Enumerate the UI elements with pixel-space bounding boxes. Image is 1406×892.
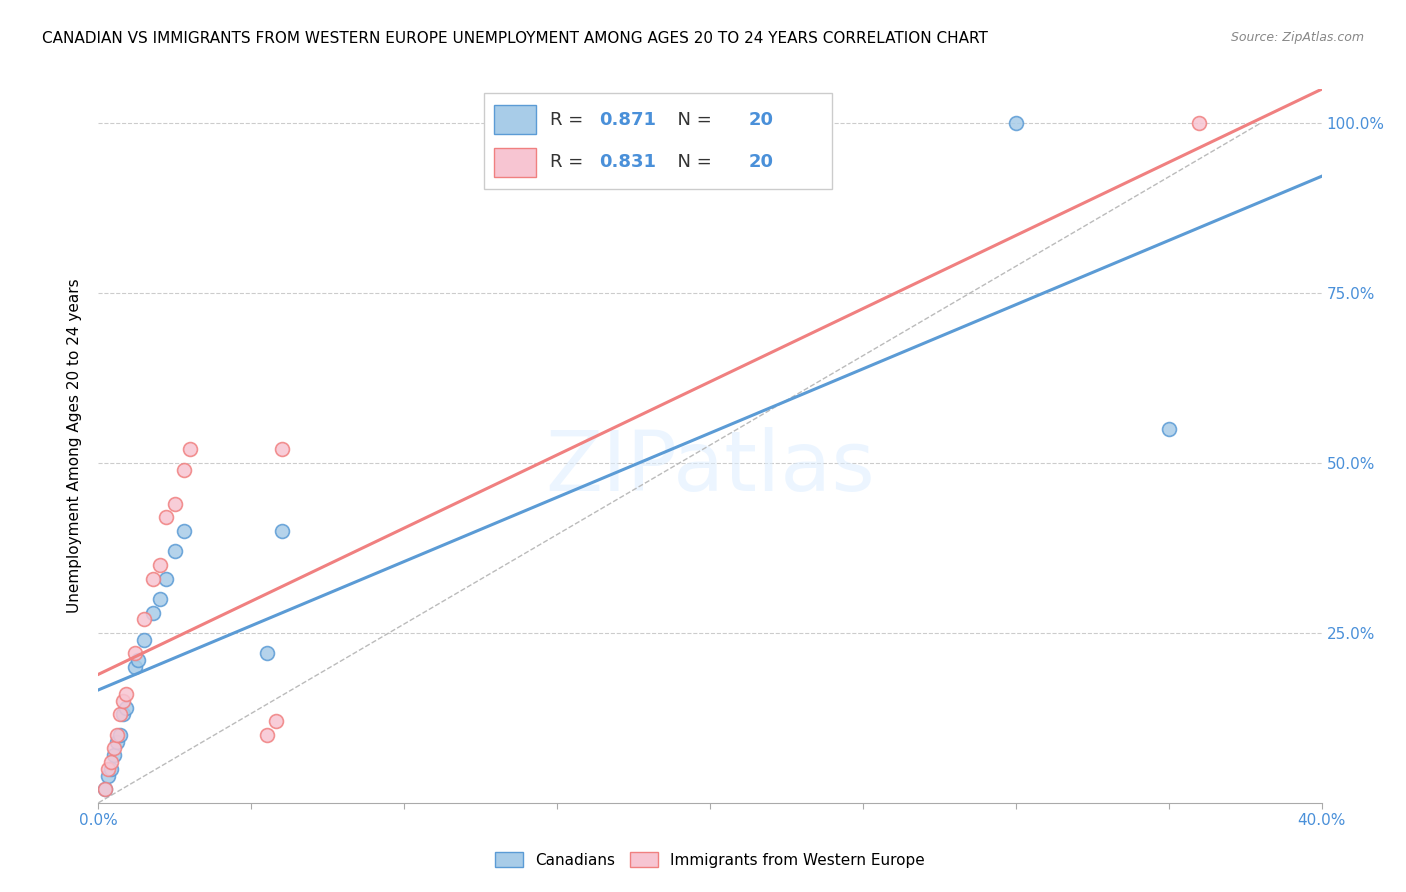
- Point: [256, 728, 278, 742]
- Text: R =: R =: [550, 111, 589, 128]
- Text: R =: R =: [550, 153, 589, 171]
- Point: [127, 653, 149, 667]
- Text: Source: ZipAtlas.com: Source: ZipAtlas.com: [1230, 31, 1364, 45]
- Point: [173, 463, 195, 477]
- Point: [270, 524, 292, 538]
- FancyBboxPatch shape: [494, 148, 536, 177]
- Point: [264, 714, 287, 729]
- Point: [93, 782, 115, 797]
- Point: [134, 612, 156, 626]
- Point: [173, 524, 195, 538]
- Point: [108, 728, 131, 742]
- Point: [100, 755, 122, 769]
- Point: [124, 660, 146, 674]
- Text: N =: N =: [666, 153, 717, 171]
- Point: [105, 734, 128, 748]
- Point: [256, 646, 278, 660]
- Point: [1188, 116, 1211, 130]
- Point: [1004, 116, 1026, 130]
- Text: CANADIAN VS IMMIGRANTS FROM WESTERN EUROPE UNEMPLOYMENT AMONG AGES 20 TO 24 YEAR: CANADIAN VS IMMIGRANTS FROM WESTERN EURO…: [42, 31, 988, 46]
- Point: [155, 572, 177, 586]
- Y-axis label: Unemployment Among Ages 20 to 24 years: Unemployment Among Ages 20 to 24 years: [67, 278, 83, 614]
- Point: [103, 748, 125, 763]
- Point: [142, 606, 165, 620]
- Point: [103, 741, 125, 756]
- Point: [149, 558, 172, 572]
- Point: [124, 646, 146, 660]
- Text: 20: 20: [748, 153, 773, 171]
- Point: [93, 782, 115, 797]
- FancyBboxPatch shape: [494, 105, 536, 134]
- Text: N =: N =: [666, 111, 717, 128]
- Point: [134, 632, 156, 647]
- Point: [111, 707, 134, 722]
- Legend: Canadians, Immigrants from Western Europe: Canadians, Immigrants from Western Europ…: [489, 846, 931, 873]
- Point: [163, 544, 186, 558]
- Text: 20: 20: [748, 111, 773, 128]
- Point: [108, 707, 131, 722]
- Point: [163, 497, 186, 511]
- Text: 0.831: 0.831: [599, 153, 657, 171]
- Point: [1157, 422, 1180, 436]
- Point: [149, 591, 172, 606]
- Point: [97, 762, 120, 776]
- Point: [115, 700, 138, 714]
- Point: [270, 442, 292, 457]
- Point: [97, 769, 120, 783]
- Point: [105, 728, 128, 742]
- Point: [100, 762, 122, 776]
- Point: [179, 442, 201, 457]
- Text: 0.871: 0.871: [599, 111, 657, 128]
- Point: [115, 687, 138, 701]
- Text: ZIPatlas: ZIPatlas: [546, 427, 875, 508]
- Point: [155, 510, 177, 524]
- FancyBboxPatch shape: [484, 93, 832, 189]
- Point: [111, 694, 134, 708]
- Point: [142, 572, 165, 586]
